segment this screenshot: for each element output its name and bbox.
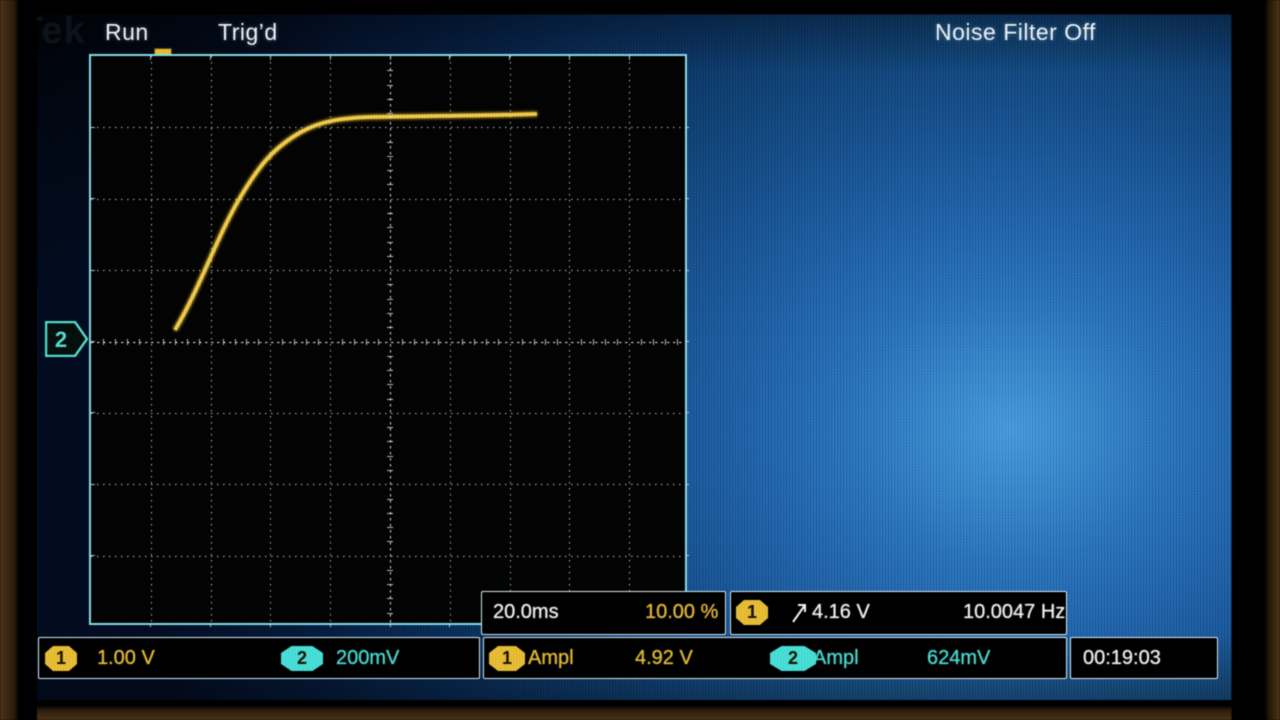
svg-text:2: 2 bbox=[55, 327, 67, 352]
